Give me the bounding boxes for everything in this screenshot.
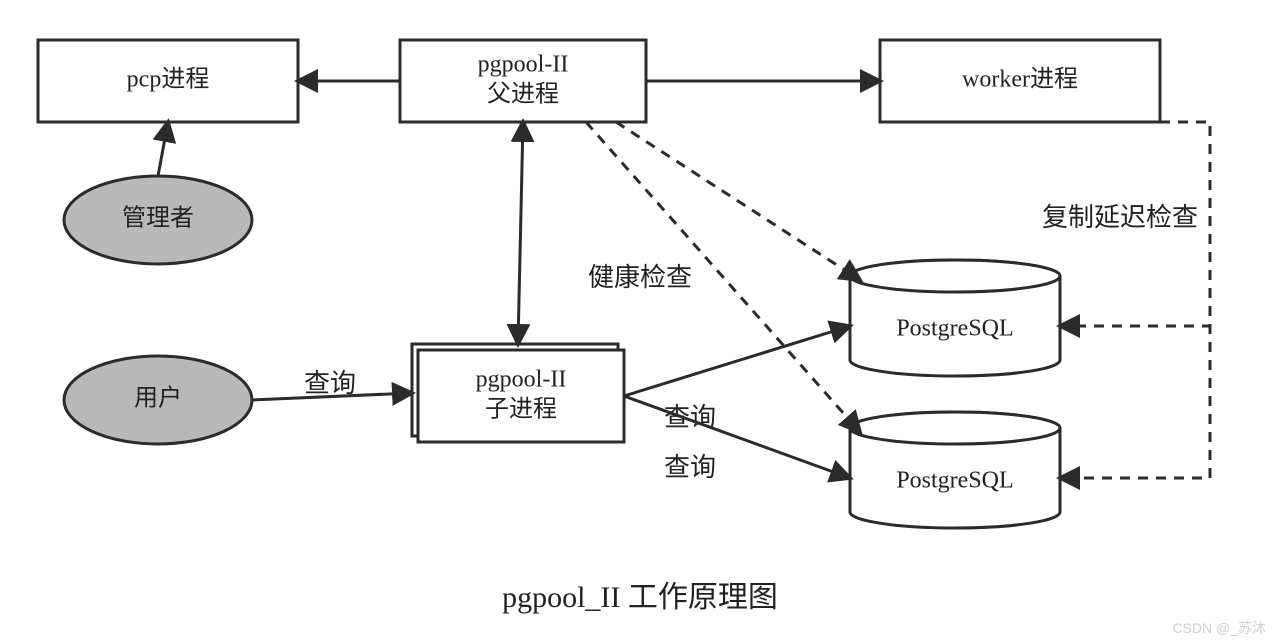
edge-child-to-pgbottom (624, 396, 850, 478)
edge-health-to-pgtop (616, 122, 860, 280)
svg-text:pcp进程: pcp进程 (127, 66, 210, 93)
edge-worker-to-pgbottom (1060, 122, 1210, 478)
svg-text:健康检查: 健康检查 (588, 263, 692, 292)
edge-parent-to-child (518, 122, 523, 344)
watermark-text: CSDN @_苏沐 (1172, 618, 1266, 638)
edge-child-to-pgtop (624, 326, 850, 396)
svg-text:PostgreSQL: PostgreSQL (896, 316, 1013, 342)
svg-text:worker进程: worker进程 (962, 66, 1078, 93)
svg-text:pgpool-II: pgpool-II (478, 52, 569, 78)
svg-text:子进程: 子进程 (485, 396, 557, 423)
svg-text:查询: 查询 (664, 453, 716, 482)
svg-text:pgpool-II: pgpool-II (476, 367, 567, 393)
svg-text:pgpool_II 工作原理图: pgpool_II 工作原理图 (502, 581, 778, 614)
svg-text:PostgreSQL: PostgreSQL (896, 468, 1013, 494)
svg-text:管理者: 管理者 (122, 205, 194, 232)
diagram-canvas: pcp进程 pgpool-II 父进程 worker进程管理者用户 pgpool-II 子… (0, 0, 1280, 644)
svg-text:复制延迟检查: 复制延迟检查 (1042, 203, 1198, 232)
svg-text:用户: 用户 (134, 385, 182, 412)
edge-admin-to-pcp (158, 122, 168, 176)
svg-text:父进程: 父进程 (487, 81, 559, 108)
svg-text:查询: 查询 (304, 369, 356, 398)
